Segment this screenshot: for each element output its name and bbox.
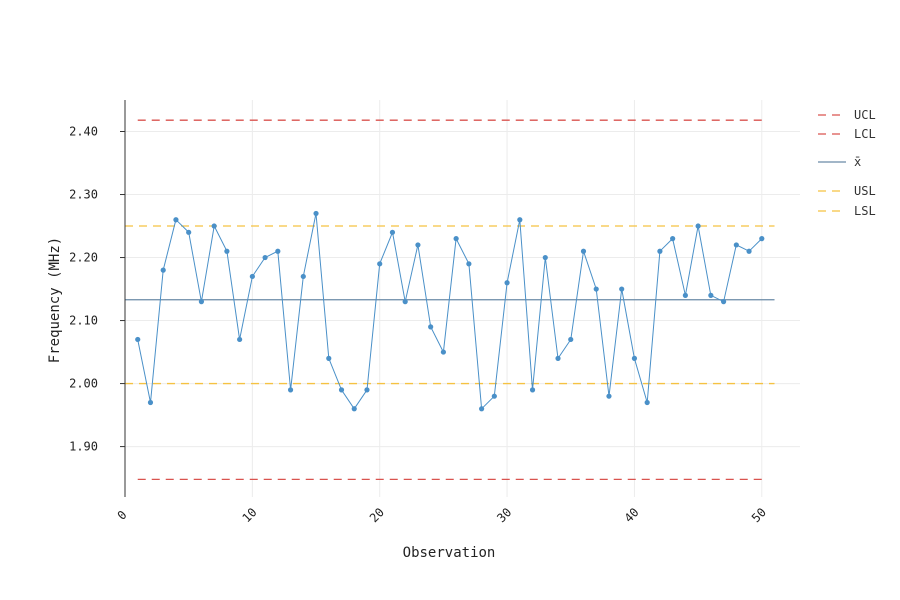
data-point[interactable] bbox=[262, 254, 268, 261]
data-point[interactable] bbox=[300, 273, 306, 280]
data-point[interactable] bbox=[313, 210, 319, 217]
legend-label: UCL bbox=[854, 108, 876, 122]
legend-label: USL bbox=[854, 184, 876, 198]
legend-item-lsl[interactable]: LSL bbox=[818, 204, 876, 218]
legend-label: LSL bbox=[854, 204, 876, 218]
y-axis-title: Frequency (MHz) bbox=[47, 237, 63, 363]
data-point[interactable] bbox=[287, 387, 294, 393]
data-point[interactable] bbox=[402, 299, 408, 305]
series-line bbox=[137, 213, 763, 410]
data-point[interactable] bbox=[733, 242, 739, 248]
data-point[interactable] bbox=[491, 393, 497, 399]
y-tick-label: 2.10 bbox=[69, 314, 98, 328]
data-point[interactable] bbox=[580, 248, 587, 254]
data-point[interactable] bbox=[593, 286, 599, 292]
y-tick-label: 2.30 bbox=[69, 188, 98, 202]
data-point[interactable] bbox=[351, 406, 357, 412]
y-tick-label: 2.00 bbox=[69, 377, 98, 391]
data-point[interactable] bbox=[606, 393, 612, 399]
x-tick-label: 10 bbox=[239, 505, 259, 525]
x-tick-label: 50 bbox=[749, 505, 769, 525]
data-point[interactable] bbox=[440, 349, 446, 355]
data-point[interactable] bbox=[237, 336, 243, 343]
data-point[interactable] bbox=[173, 217, 179, 223]
data-point[interactable] bbox=[479, 406, 485, 412]
data-point[interactable] bbox=[619, 286, 625, 292]
data-point[interactable] bbox=[224, 248, 230, 254]
legend-label: LCL bbox=[854, 127, 876, 141]
legend-item-ucl[interactable]: UCL bbox=[818, 108, 876, 122]
x-tick-label: 30 bbox=[494, 505, 514, 525]
data-point[interactable] bbox=[759, 236, 765, 242]
data-point[interactable] bbox=[644, 399, 650, 406]
data-point[interactable] bbox=[720, 299, 727, 305]
data-point[interactable] bbox=[657, 248, 663, 254]
y-tick-label: 2.40 bbox=[69, 125, 98, 139]
data-point[interactable] bbox=[631, 355, 638, 361]
data-point[interactable] bbox=[198, 299, 205, 305]
data-point[interactable] bbox=[135, 336, 141, 343]
x-tick-label: 20 bbox=[367, 505, 387, 525]
legend-item-lcl[interactable]: LCL bbox=[818, 127, 876, 141]
x-tick-label: 0 bbox=[115, 508, 130, 523]
y-tick-label: 2.20 bbox=[69, 251, 98, 265]
data-point[interactable] bbox=[517, 217, 523, 223]
data-point[interactable] bbox=[453, 236, 459, 242]
data-point[interactable] bbox=[377, 261, 383, 267]
x-tick-label: 40 bbox=[622, 505, 642, 525]
data-point[interactable] bbox=[695, 223, 701, 229]
legend-item-mean[interactable]: x̄ bbox=[818, 155, 861, 169]
data-point[interactable] bbox=[682, 292, 688, 298]
y-tick-label: 1.90 bbox=[69, 440, 98, 454]
data-point[interactable] bbox=[186, 229, 192, 235]
legend-item-usl[interactable]: USL bbox=[818, 184, 876, 198]
data-point[interactable] bbox=[364, 387, 370, 393]
data-point[interactable] bbox=[211, 223, 217, 229]
reference-lines bbox=[125, 119, 775, 481]
data-point[interactable] bbox=[389, 229, 396, 235]
data-point[interactable] bbox=[326, 355, 332, 361]
data-point[interactable] bbox=[670, 236, 676, 242]
x-axis-title: Observation bbox=[403, 545, 496, 561]
tick-labels: 1.90 2.00 2.10 2.20 2.30 2.40 0 10 20 30 40 50 bbox=[69, 125, 769, 526]
legend-label: x̄ bbox=[854, 155, 861, 169]
legend[interactable]: UCL LCL x̄ USL LSL bbox=[818, 108, 876, 218]
data-point[interactable] bbox=[415, 242, 421, 248]
data-point[interactable] bbox=[160, 267, 166, 273]
data-point[interactable] bbox=[529, 387, 536, 393]
data-point[interactable] bbox=[428, 324, 434, 330]
data-point[interactable] bbox=[542, 254, 548, 261]
grid bbox=[124, 100, 800, 497]
data-point[interactable] bbox=[708, 292, 714, 298]
data-point[interactable] bbox=[504, 280, 510, 286]
series bbox=[135, 210, 765, 412]
data-point[interactable] bbox=[338, 387, 345, 393]
data-point[interactable] bbox=[249, 273, 255, 280]
data-point[interactable] bbox=[147, 399, 154, 406]
data-point[interactable] bbox=[466, 261, 472, 267]
data-point[interactable] bbox=[275, 248, 281, 254]
data-point[interactable] bbox=[568, 336, 574, 343]
data-point[interactable] bbox=[746, 248, 752, 254]
data-point[interactable] bbox=[555, 355, 561, 361]
